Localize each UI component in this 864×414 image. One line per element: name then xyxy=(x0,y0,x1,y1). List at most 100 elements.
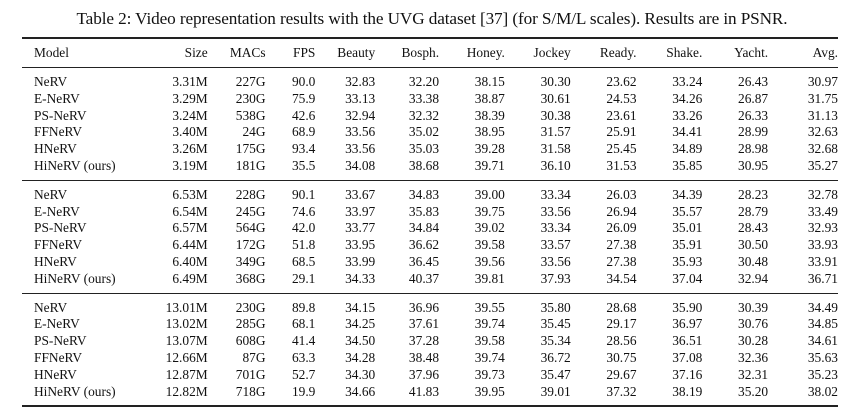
cell-ready: 30.75 xyxy=(606,349,637,365)
cell-shake: 35.57 xyxy=(672,203,703,219)
cell-bosph: 35.02 xyxy=(408,124,440,140)
cell-honey: 39.73 xyxy=(474,366,505,382)
cell-beauty: 34.28 xyxy=(345,349,376,365)
cell-beauty: 33.95 xyxy=(345,237,376,253)
cell-ready: 26.03 xyxy=(606,186,637,202)
cell-beauty: 33.13 xyxy=(345,90,376,106)
cell-beauty: 34.66 xyxy=(315,383,376,408)
cell-fps: 68.5 xyxy=(291,253,316,269)
cell-model-name: NeRV xyxy=(34,186,68,202)
cell-jockey: 35.80 xyxy=(540,299,571,315)
cell-bosph: 38.48 xyxy=(408,349,440,365)
cell-bosph: 36.96 xyxy=(408,299,440,315)
table-row: HiNeRV (ours) 6.49M 368G 29.1 34.33 40.37 39.8… xyxy=(22,270,838,294)
table-row: FFNeRV 6.44M 172G 51.8 33.95 36.62 39.58 33.57 2… xyxy=(22,237,838,254)
cell-macs: 181G xyxy=(207,157,266,181)
table-row: NeRV 6.53M 228G 90.1 33.67 34.83 39.00 33.34 26.… xyxy=(22,180,838,203)
col-header-size: Size xyxy=(151,38,208,68)
cell-bosph: 40.37 xyxy=(375,270,440,294)
cell-ready: 25.45 xyxy=(606,141,637,157)
cell-macs: 87G xyxy=(242,349,266,365)
cell-avg: 32.68 xyxy=(807,141,838,157)
cell-fps: 29.1 xyxy=(265,270,316,294)
cell-size: 3.40M xyxy=(172,124,208,140)
cell-shake: 33.24 xyxy=(672,74,703,89)
col-header-macs: MACs xyxy=(207,38,266,68)
cell-size: 6.53M xyxy=(172,186,208,202)
cell-shake: 34.39 xyxy=(672,186,703,202)
cell-bosph: 33.38 xyxy=(408,90,440,106)
cell-jockey: 35.34 xyxy=(540,333,571,349)
cell-yacht: 28.79 xyxy=(738,203,769,219)
cell-fps: 19.9 xyxy=(265,383,316,408)
cell-size: 3.24M xyxy=(172,107,208,123)
cell-model-name: HiNeRV (ours) xyxy=(22,383,152,408)
cell-size: 6.54M xyxy=(172,203,208,219)
cell-model-name: HNeRV xyxy=(34,366,77,382)
table-row: NeRV 3.31M 227G 90.0 32.83 32.20 38.15 30.30 23.… xyxy=(22,68,838,91)
cell-size: 12.87M xyxy=(165,366,208,382)
cell-shake: 34.41 xyxy=(672,124,703,140)
cell-macs: 245G xyxy=(235,203,266,219)
cell-jockey: 36.10 xyxy=(504,157,571,181)
table-row: HNeRV 6.40M 349G 68.5 33.99 36.45 39.56 33.56 27… xyxy=(22,254,838,271)
table-row: E-NeRV 13.02M 285G 68.1 34.25 37.61 39.74 35.45… xyxy=(22,316,838,333)
cell-size: 3.29M xyxy=(172,90,208,106)
cell-size: 6.57M xyxy=(172,220,208,236)
cell-macs: 172G xyxy=(235,237,266,253)
cell-beauty: 34.15 xyxy=(345,299,376,315)
cell-bosph: 36.62 xyxy=(408,237,440,253)
cell-shake: 37.04 xyxy=(636,270,703,294)
cell-model-name: NeRV xyxy=(34,299,68,315)
table-row: HiNeRV (ours) 12.82M 718G 19.9 34.66 41.83 39.… xyxy=(22,383,838,408)
cell-macs: 701G xyxy=(235,366,266,382)
cell-yacht: 30.39 xyxy=(738,299,769,315)
cell-shake: 35.90 xyxy=(672,299,703,315)
cell-avg: 33.49 xyxy=(807,203,838,219)
cell-shake: 33.26 xyxy=(672,107,703,123)
cell-fps: 90.1 xyxy=(291,186,316,202)
cell-avg: 31.75 xyxy=(807,90,838,106)
cell-avg: 32.63 xyxy=(807,124,838,140)
cell-avg: 34.49 xyxy=(807,299,838,315)
table-row: HiNeRV (ours) 3.19M 181G 35.5 34.08 38.68 39.7… xyxy=(22,157,838,181)
cell-yacht: 28.99 xyxy=(738,124,769,140)
cell-size: 12.66M xyxy=(165,349,208,365)
cell-fps: 41.4 xyxy=(291,333,316,349)
cell-honey: 39.74 xyxy=(474,349,505,365)
cell-bosph: 35.83 xyxy=(408,203,440,219)
cell-fps: 89.8 xyxy=(291,299,316,315)
cell-honey: 39.55 xyxy=(474,299,505,315)
cell-fps: 68.1 xyxy=(291,316,316,332)
cell-shake: 35.85 xyxy=(636,157,703,181)
col-header-fps: FPS xyxy=(265,38,316,68)
cell-size: 3.31M xyxy=(172,74,208,89)
cell-bosph: 38.68 xyxy=(375,157,440,181)
cell-jockey: 30.61 xyxy=(540,90,571,106)
cell-fps: 63.3 xyxy=(291,349,316,365)
cell-model-name: HNeRV xyxy=(34,253,77,269)
cell-shake: 36.97 xyxy=(672,316,703,332)
table-header: Model Size MACs FPS Beauty Bosph. Honey.… xyxy=(22,38,838,68)
cell-fps: 90.0 xyxy=(291,74,316,89)
cell-jockey: 33.56 xyxy=(540,203,571,219)
cell-shake: 38.19 xyxy=(636,383,703,408)
cell-fps: 42.0 xyxy=(291,220,316,236)
cell-fps: 51.8 xyxy=(291,237,316,253)
cell-ready: 23.62 xyxy=(606,74,637,89)
cell-yacht: 28.23 xyxy=(738,186,769,202)
cell-yacht: 30.28 xyxy=(738,333,769,349)
col-header-beauty: Beauty xyxy=(315,38,376,68)
cell-honey: 39.28 xyxy=(474,141,505,157)
cell-honey: 38.39 xyxy=(474,107,505,123)
cell-macs: 230G xyxy=(235,90,266,106)
col-header-bosph: Bosph. xyxy=(375,38,440,68)
cell-fps: 35.5 xyxy=(265,157,316,181)
cell-honey: 39.58 xyxy=(474,237,505,253)
cell-honey: 38.15 xyxy=(474,74,505,89)
cell-avg: 33.93 xyxy=(807,237,838,253)
cell-jockey: 33.34 xyxy=(540,220,571,236)
cell-beauty: 33.56 xyxy=(345,141,376,157)
cell-bosph: 41.83 xyxy=(375,383,440,408)
cell-model-name: HiNeRV (ours) xyxy=(22,270,152,294)
